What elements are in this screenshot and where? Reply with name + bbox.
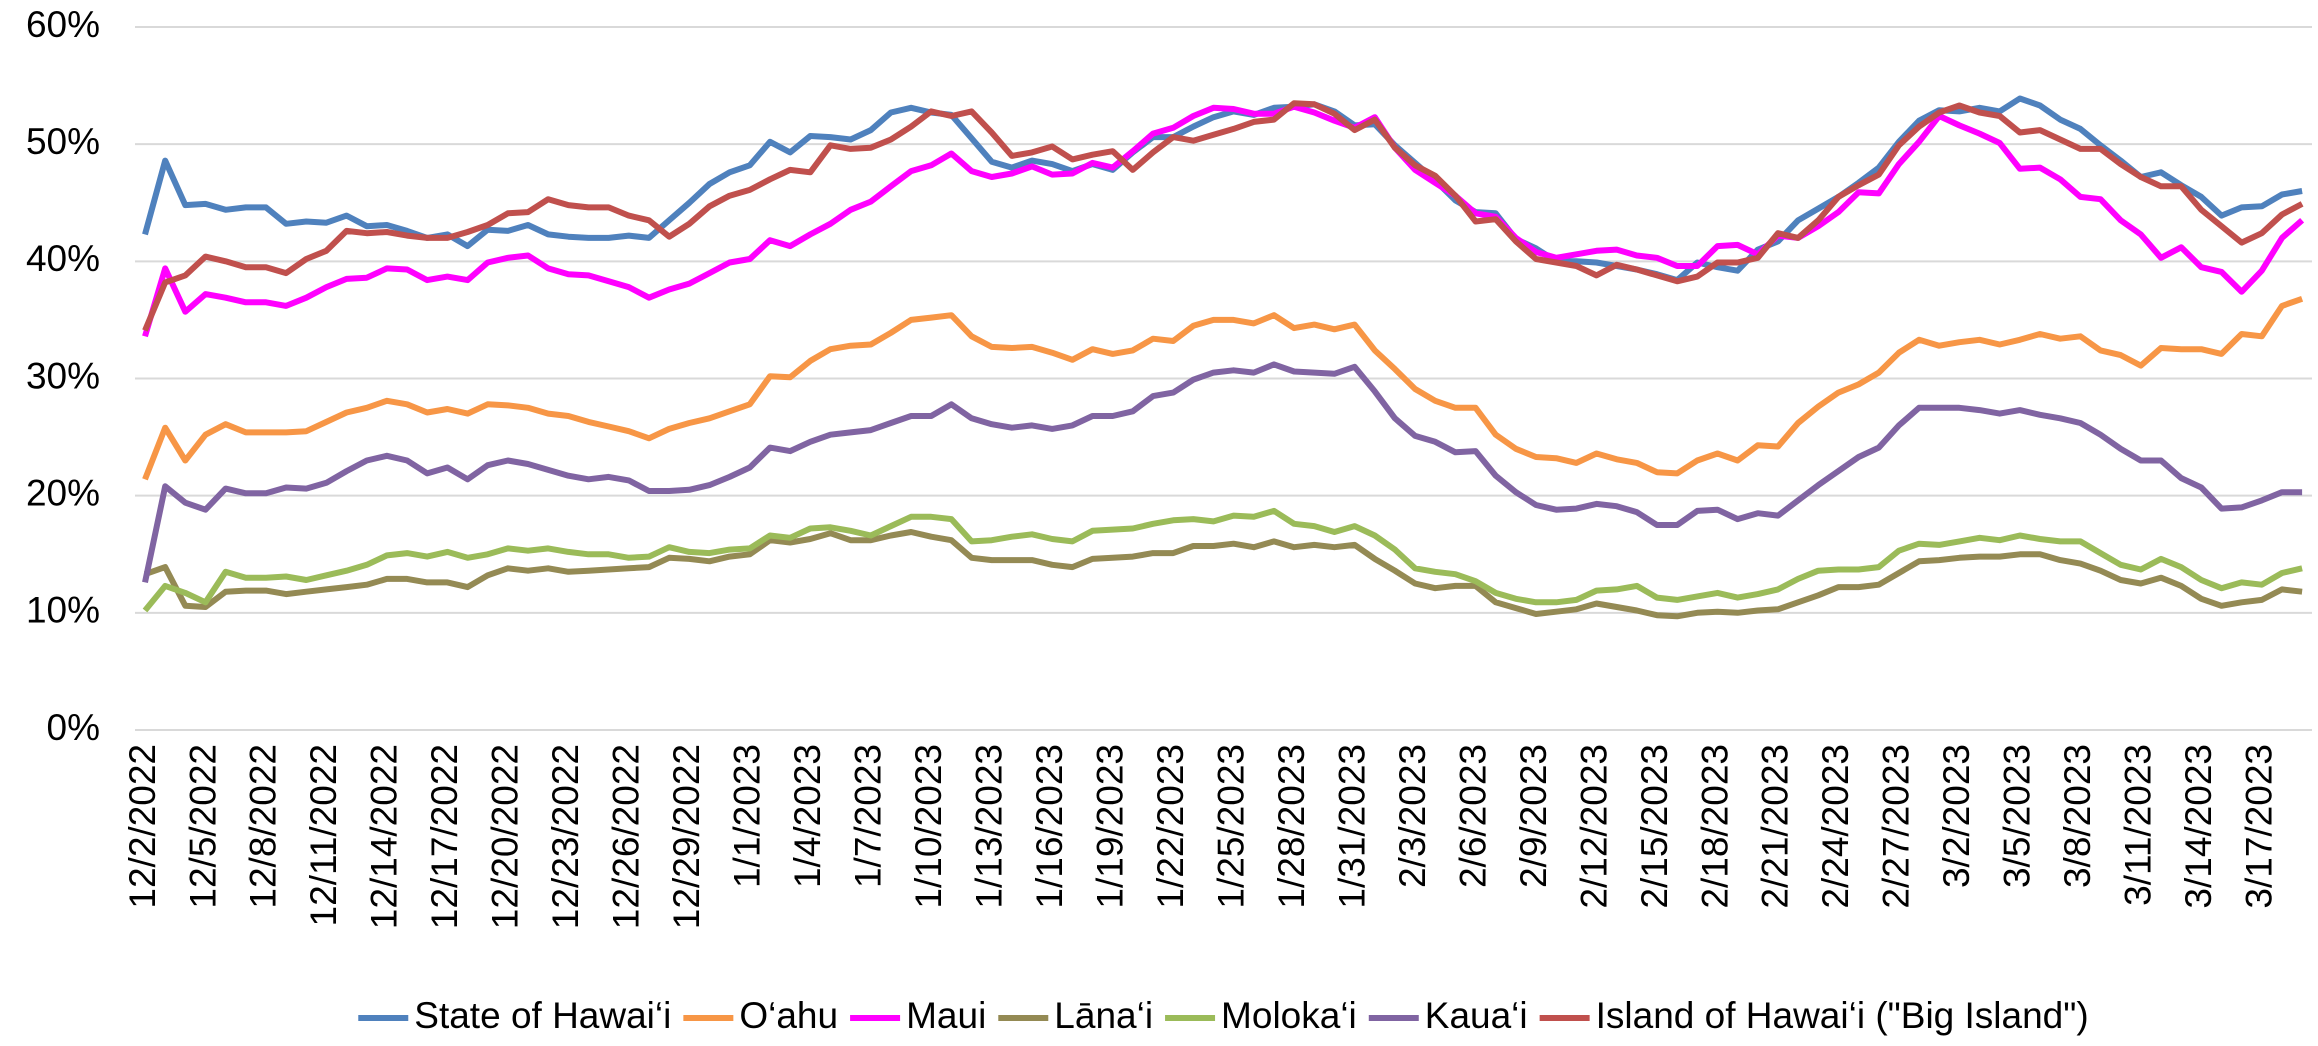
legend-label: Moloka‘i	[1221, 995, 1357, 1036]
x-tick-label: 3/14/2023	[2178, 744, 2219, 909]
x-tick-label: 1/16/2023	[1029, 744, 1070, 909]
x-tick-label: 12/26/2022	[606, 744, 647, 929]
x-tick-label: 12/11/2022	[303, 744, 344, 926]
x-tick-label: 2/6/2023	[1452, 744, 1493, 888]
x-tick-label: 3/11/2023	[2118, 744, 2159, 906]
x-tick-label: 2/21/2023	[1755, 744, 1796, 909]
x-tick-label: 1/13/2023	[969, 744, 1010, 909]
x-tick-label: 2/3/2023	[1392, 744, 1433, 888]
x-tick-label: 1/31/2023	[1331, 744, 1372, 909]
series-line	[144, 529, 2303, 620]
legend-label: Island of Hawai‘i ("Big Island")	[1596, 995, 2089, 1036]
x-tick-label: 12/29/2022	[666, 744, 707, 929]
x-tick-label: 1/25/2023	[1210, 744, 1251, 909]
x-tick-label: 2/9/2023	[1513, 744, 1554, 888]
x-tick-label: 3/8/2023	[2057, 744, 2098, 888]
x-tick-label: 12/23/2022	[545, 744, 586, 929]
x-tick-label: 12/17/2022	[424, 744, 465, 929]
x-tick-label: 3/5/2023	[1997, 744, 2038, 888]
y-tick-label: 60%	[26, 4, 100, 45]
y-tick-label: 30%	[26, 355, 100, 396]
y-tick-label: 0%	[47, 707, 100, 748]
x-tick-label: 1/22/2023	[1150, 744, 1191, 909]
x-tick-label: 3/2/2023	[1936, 744, 1977, 888]
y-tick-label: 20%	[26, 472, 100, 513]
x-tick-label: 1/7/2023	[848, 744, 889, 888]
legend-label: State of Hawai‘i	[414, 995, 671, 1036]
x-tick-label: 1/1/2023	[727, 744, 768, 888]
series-line	[142, 95, 2303, 284]
x-tick-label: 2/27/2023	[1876, 744, 1917, 909]
series-line	[142, 100, 2304, 332]
legend: State of Hawai‘i O‘ahu Maui Lāna‘i Moloka‘i K…	[358, 995, 2089, 1036]
x-tick-label: 12/2/2022	[122, 744, 163, 909]
x-tick-label: 1/10/2023	[908, 744, 949, 909]
x-tick-label: 3/17/2023	[2239, 744, 2280, 909]
x-tick-label: 1/28/2023	[1271, 744, 1312, 909]
y-tick-label: 10%	[26, 590, 100, 631]
legend-label: Maui	[906, 995, 986, 1036]
x-tick-label: 2/15/2023	[1634, 744, 1675, 909]
x-tick-label: 1/4/2023	[787, 744, 828, 888]
x-tick-label: 12/5/2022	[182, 744, 223, 909]
x-tick-label: 12/20/2022	[485, 744, 526, 929]
series-line	[142, 507, 2303, 613]
x-tick-label: 2/18/2023	[1694, 744, 1735, 909]
y-tick-label: 40%	[26, 238, 100, 279]
x-tick-label: 12/8/2022	[243, 744, 284, 909]
legend-label: Lāna‘i	[1054, 995, 1153, 1036]
y-tick-label: 50%	[26, 121, 100, 162]
series-line	[142, 361, 2303, 584]
legend-label: O‘ahu	[739, 995, 838, 1036]
x-tick-label: 1/19/2023	[1089, 744, 1130, 909]
legend-label: Kaua‘i	[1425, 995, 1528, 1036]
x-tick-label: 2/12/2023	[1573, 744, 1614, 909]
x-tick-label: 12/14/2022	[364, 744, 405, 929]
x-tick-label: 2/24/2023	[1815, 744, 1856, 909]
series-line	[142, 295, 2304, 481]
series-line	[142, 103, 2305, 338]
